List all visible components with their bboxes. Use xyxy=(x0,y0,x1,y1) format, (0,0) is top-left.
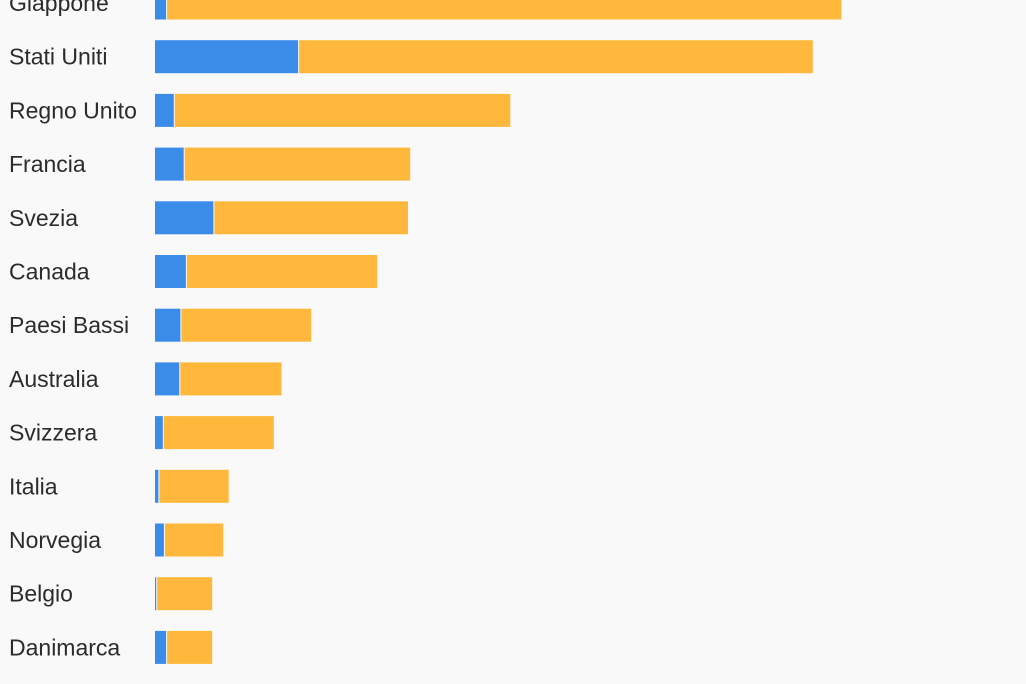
category-label: Regno Unito xyxy=(9,97,137,123)
bar-segment-orange xyxy=(181,308,312,342)
bar-row: Norvegia xyxy=(9,523,224,557)
category-label: Giappone xyxy=(9,0,109,16)
bar-segment-blue xyxy=(155,201,214,235)
category-label: Italia xyxy=(9,473,58,499)
category-label: Svezia xyxy=(9,205,78,231)
bar-segment-blue xyxy=(155,255,186,288)
bar-row: Italia xyxy=(9,469,229,503)
category-label: Danimarca xyxy=(9,634,120,660)
bar-segment-blue xyxy=(155,630,167,664)
bar-row: Regno Unito xyxy=(9,93,511,127)
category-label: Stati Uniti xyxy=(9,44,107,70)
bar-segment-orange xyxy=(299,40,813,74)
bar-segment-orange xyxy=(164,523,224,557)
bar-row: Paesi Bassi xyxy=(9,308,312,342)
bar-row: Danimarca xyxy=(9,630,213,664)
bar-segment-orange xyxy=(214,201,408,235)
bar-segment-blue xyxy=(155,523,164,557)
bar-row: Canada xyxy=(9,255,378,288)
bar-row: Stati Uniti xyxy=(9,40,813,74)
bar-segment-blue xyxy=(155,308,181,342)
category-label: Francia xyxy=(9,151,86,177)
bar-segment-blue xyxy=(155,0,167,20)
category-label: Norvegia xyxy=(9,527,101,553)
bar-segment-blue xyxy=(155,577,157,611)
bar-segment-blue xyxy=(155,40,299,74)
bar-row: Svizzera xyxy=(9,416,274,450)
bar-row: Svezia xyxy=(9,201,408,235)
bar-segment-orange xyxy=(157,577,213,611)
bar-row: Giappone xyxy=(9,0,842,20)
category-label: Paesi Bassi xyxy=(9,312,129,338)
bar-segment-orange xyxy=(159,469,229,503)
category-label: Canada xyxy=(9,259,90,285)
category-label: Australia xyxy=(9,366,99,392)
bar-row: Francia xyxy=(9,147,411,181)
bar-segment-orange xyxy=(167,0,842,20)
bar-segment-blue xyxy=(155,469,159,503)
bar-segment-orange xyxy=(184,147,411,181)
bar-row: Australia xyxy=(9,362,282,396)
category-label: Belgio xyxy=(9,581,73,607)
bar-segment-orange xyxy=(167,630,213,664)
bar-row: Belgio xyxy=(9,577,213,611)
bar-segment-orange xyxy=(180,362,282,396)
bar-segment-blue xyxy=(155,362,180,396)
bar-segment-blue xyxy=(155,147,184,181)
bar-segment-orange xyxy=(163,416,274,450)
bar-segment-blue xyxy=(155,416,163,450)
bar-segment-orange xyxy=(186,255,378,288)
bar-segment-blue xyxy=(155,93,174,127)
bar-segment-orange xyxy=(174,93,511,127)
category-label: Svizzera xyxy=(9,420,97,446)
